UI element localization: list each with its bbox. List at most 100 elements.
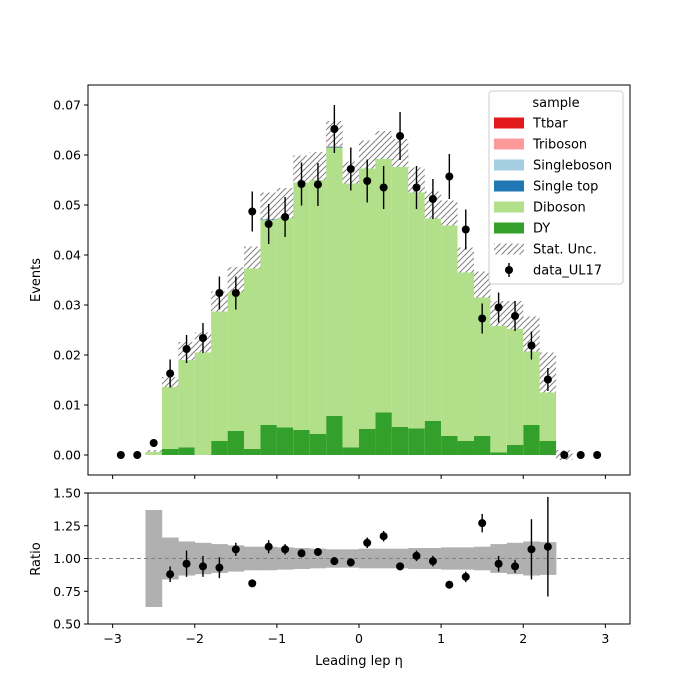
bar-diboson [260,220,277,425]
bar-diboson [424,215,442,421]
x-tick-label: 3 [601,631,609,646]
y-tick-label: 0.00 [53,448,81,463]
bar-diboson [359,166,376,429]
bar-dy [539,441,557,455]
bar-dy [227,431,245,455]
legend-swatch-diboson [494,201,524,213]
bar-dy [326,416,343,455]
ratio-unc-band [359,548,376,569]
bar-dy [161,449,179,455]
ratio-point [313,547,322,556]
ratio-plot-area [88,496,630,607]
y-tick-label: 0.04 [53,248,81,263]
bar-diboson [408,188,425,429]
ratio-point [527,545,536,554]
bar-diboson [457,266,474,441]
main-panel: 0.00 0.01 0.02 0.03 0.04 0.05 0.06 0.07 Events [29,84,631,479]
bar-dy [309,434,327,455]
ratio-point [511,562,520,571]
data-point [297,180,306,188]
data-point [527,341,536,350]
data-point [116,451,125,459]
data-point [363,177,372,185]
ratio-point [412,551,421,560]
ratio-y-tick-label: 0.50 [53,617,81,632]
data-point [593,451,602,459]
ratio-point [346,558,355,567]
ratio-y-axis-title: Ratio [29,542,44,575]
bar-diboson [211,307,228,441]
data-point [198,334,207,342]
ratio-point [363,538,372,547]
ratio-point [379,532,388,541]
ratio-point [264,542,273,551]
x-axis-title: Leading lep η [315,654,403,669]
bar-diboson [441,220,458,436]
ratio-unc-band [441,547,458,570]
data-point [182,345,191,353]
stat-unc-band [473,271,491,298]
bar-dy [293,430,310,455]
legend-swatch-stat-unc [494,243,524,255]
ratio-y-tick-label: 1.00 [53,551,81,566]
ratio-unc-band [309,548,327,569]
bar-dy [473,436,491,455]
data-point [511,312,520,320]
bar-dy [244,449,261,455]
y-tick-label: 0.05 [53,198,81,213]
data-point [428,195,437,203]
legend-label-singleboson: Singleboson [533,159,612,174]
data-point [231,289,240,297]
ratio-point [248,579,257,588]
y-tick-label: 0.06 [53,148,81,163]
y-tick-label: 0.02 [53,348,81,363]
legend-swatch-ttbar [494,117,524,129]
bar-diboson [178,357,195,448]
ratio-point [445,580,454,589]
legend-swatch-triboson [494,138,524,150]
bar-diboson [375,155,392,413]
bar-diboson [227,285,245,431]
bar-diboson [342,180,359,448]
bar-diboson [293,177,310,430]
data-point [379,183,388,192]
data-point [461,225,470,234]
legend-title: sample [532,96,579,111]
data-point [396,132,405,140]
ratio-x-axis: −3 −2 −1 0 1 2 3 [103,624,609,646]
ratio-y-tick-label: 0.75 [53,584,81,599]
ratio-point [281,545,290,554]
x-tick-label: −3 [103,631,121,646]
legend-label-stat-unc: Stat. Unc. [533,243,597,258]
y-tick-label: 0.07 [53,98,81,113]
bar-dy [441,436,458,455]
data-point [576,451,585,459]
bar-diboson [473,291,491,436]
data-point [494,303,503,312]
legend-label-data-ul17: data_UL17 [533,264,602,279]
bar-dy [211,441,228,455]
data-point [560,451,569,459]
bar-dy [342,447,359,455]
x-tick-label: 2 [519,631,527,646]
x-tick-label: −2 [186,631,204,646]
legend-swatch-single-top [494,180,524,192]
data-point [313,180,322,189]
bar-dy [359,429,376,455]
y-tick-label: 0.03 [53,298,81,313]
stat-unc-band [145,450,162,452]
legend: sample Ttbar Triboson Singleboson Single to… [488,90,624,285]
main-x-axis [112,475,606,479]
y-tick-label: 0.01 [53,398,81,413]
ratio-point [330,557,339,566]
x-tick-label: 1 [437,631,445,646]
ratio-point [396,562,405,571]
legend-label-diboson: Diboson [533,201,586,216]
legend-label-dy: DY [533,222,550,237]
ratio-unc-band [260,546,278,571]
ratio-y-tick-label: 1.50 [53,486,81,501]
bar-diboson [523,338,540,425]
legend-swatch-data [505,266,513,274]
ratio-point [182,559,191,568]
